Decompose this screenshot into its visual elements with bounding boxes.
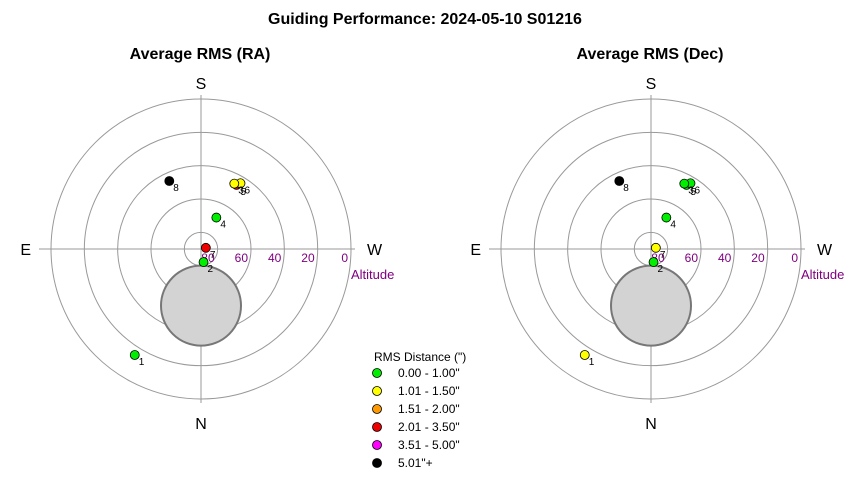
legend-swatch-5 [372, 458, 382, 468]
dec-point-label-2: 2 [658, 264, 664, 275]
ra-altitude-tick-0: 0 [341, 251, 348, 265]
legend-swatch-2 [372, 404, 382, 414]
ra-altitude-tick-40: 40 [268, 251, 282, 265]
ra-panel-title: Average RMS (RA) [130, 46, 271, 63]
dec-point-label-6: 6 [694, 185, 700, 196]
ra-altitude-axis-label: Altitude [351, 267, 394, 282]
dec-point-label-1: 1 [589, 357, 595, 368]
rms-legend: RMS Distance (") 0.00 - 1.00" 1.01 - 1.50… [372, 350, 466, 470]
dec-altitude-tick-0: 0 [791, 251, 798, 265]
legend-label-1: 1.01 - 1.50" [398, 384, 460, 398]
dec-compass-top: S [646, 76, 657, 93]
ra-point-label-2: 2 [208, 264, 214, 275]
dec-altitude-tick-40: 40 [718, 251, 732, 265]
legend-swatch-0 [372, 368, 382, 378]
ra-point-label-6: 6 [244, 185, 250, 196]
dec-point-1 [579, 350, 590, 360]
ra-compass-left: E [20, 242, 31, 259]
dec-polar-panel: Average RMS (Dec) SNE W80 60 40 20 0Altitude1… [470, 46, 844, 433]
legend-swatch-3 [372, 422, 382, 432]
legend-label-4: 3.51 - 5.00" [398, 438, 460, 452]
dec-point-label-7: 7 [660, 250, 666, 261]
figure-title: Guiding Performance: 2024-05-10 S01216 [268, 11, 582, 28]
legend-label-3: 2.01 - 3.50" [398, 420, 460, 434]
dec-compass-right: W [817, 242, 833, 259]
legend-swatch-4 [372, 440, 382, 450]
dec-point-label-4: 4 [670, 220, 676, 231]
dec-point-label-8: 8 [623, 183, 629, 194]
ra-point-7 [200, 242, 211, 253]
dec-obstruction-disc [610, 264, 692, 347]
ra-point-label-3: 3 [238, 186, 244, 197]
ra-obstruction-disc [160, 264, 242, 347]
ra-point-label-8: 8 [173, 183, 179, 194]
legend-label-0: 0.00 - 1.00" [398, 366, 460, 380]
ra-compass-right: W [367, 242, 383, 259]
dec-point-2 [648, 257, 659, 267]
dec-compass-left: E [470, 242, 481, 259]
ra-polar-panel: Average RMS (RA) SNE W80 60 40 20 0Altitude12… [20, 46, 394, 433]
legend-label-2: 1.51 - 2.00" [398, 402, 460, 416]
ra-point-label-4: 4 [220, 220, 226, 231]
dec-altitude-tick-20: 20 [751, 251, 765, 265]
dec-altitude-axis-label: Altitude [801, 267, 844, 282]
ra-altitude-tick-60: 60 [235, 251, 249, 265]
ra-point-3 [229, 178, 240, 189]
ra-compass-top: S [196, 76, 207, 93]
dec-point-3 [679, 178, 690, 189]
ra-point-1 [129, 350, 140, 360]
dec-point-7 [650, 242, 661, 253]
dec-point-label-3: 3 [688, 186, 694, 197]
ra-point-2 [198, 257, 209, 267]
dec-altitude-tick-60: 60 [685, 251, 699, 265]
dec-point-4 [661, 212, 672, 223]
ra-point-8 [164, 176, 175, 186]
legend-title: RMS Distance (") [374, 350, 466, 364]
ra-point-label-7: 7 [210, 250, 216, 261]
ra-point-4 [211, 212, 222, 223]
ra-point-label-5: 5 [241, 187, 247, 198]
dec-compass-bottom: N [645, 416, 657, 433]
dec-panel-title: Average RMS (Dec) [576, 46, 723, 63]
dec-point-8 [614, 176, 625, 186]
ra-point-label-1: 1 [139, 357, 145, 368]
legend-label-5: 5.01"+ [398, 456, 433, 470]
ra-compass-bottom: N [195, 416, 207, 433]
dec-point-label-5: 5 [691, 187, 697, 198]
ra-altitude-tick-20: 20 [301, 251, 315, 265]
legend-swatch-1 [372, 386, 382, 396]
